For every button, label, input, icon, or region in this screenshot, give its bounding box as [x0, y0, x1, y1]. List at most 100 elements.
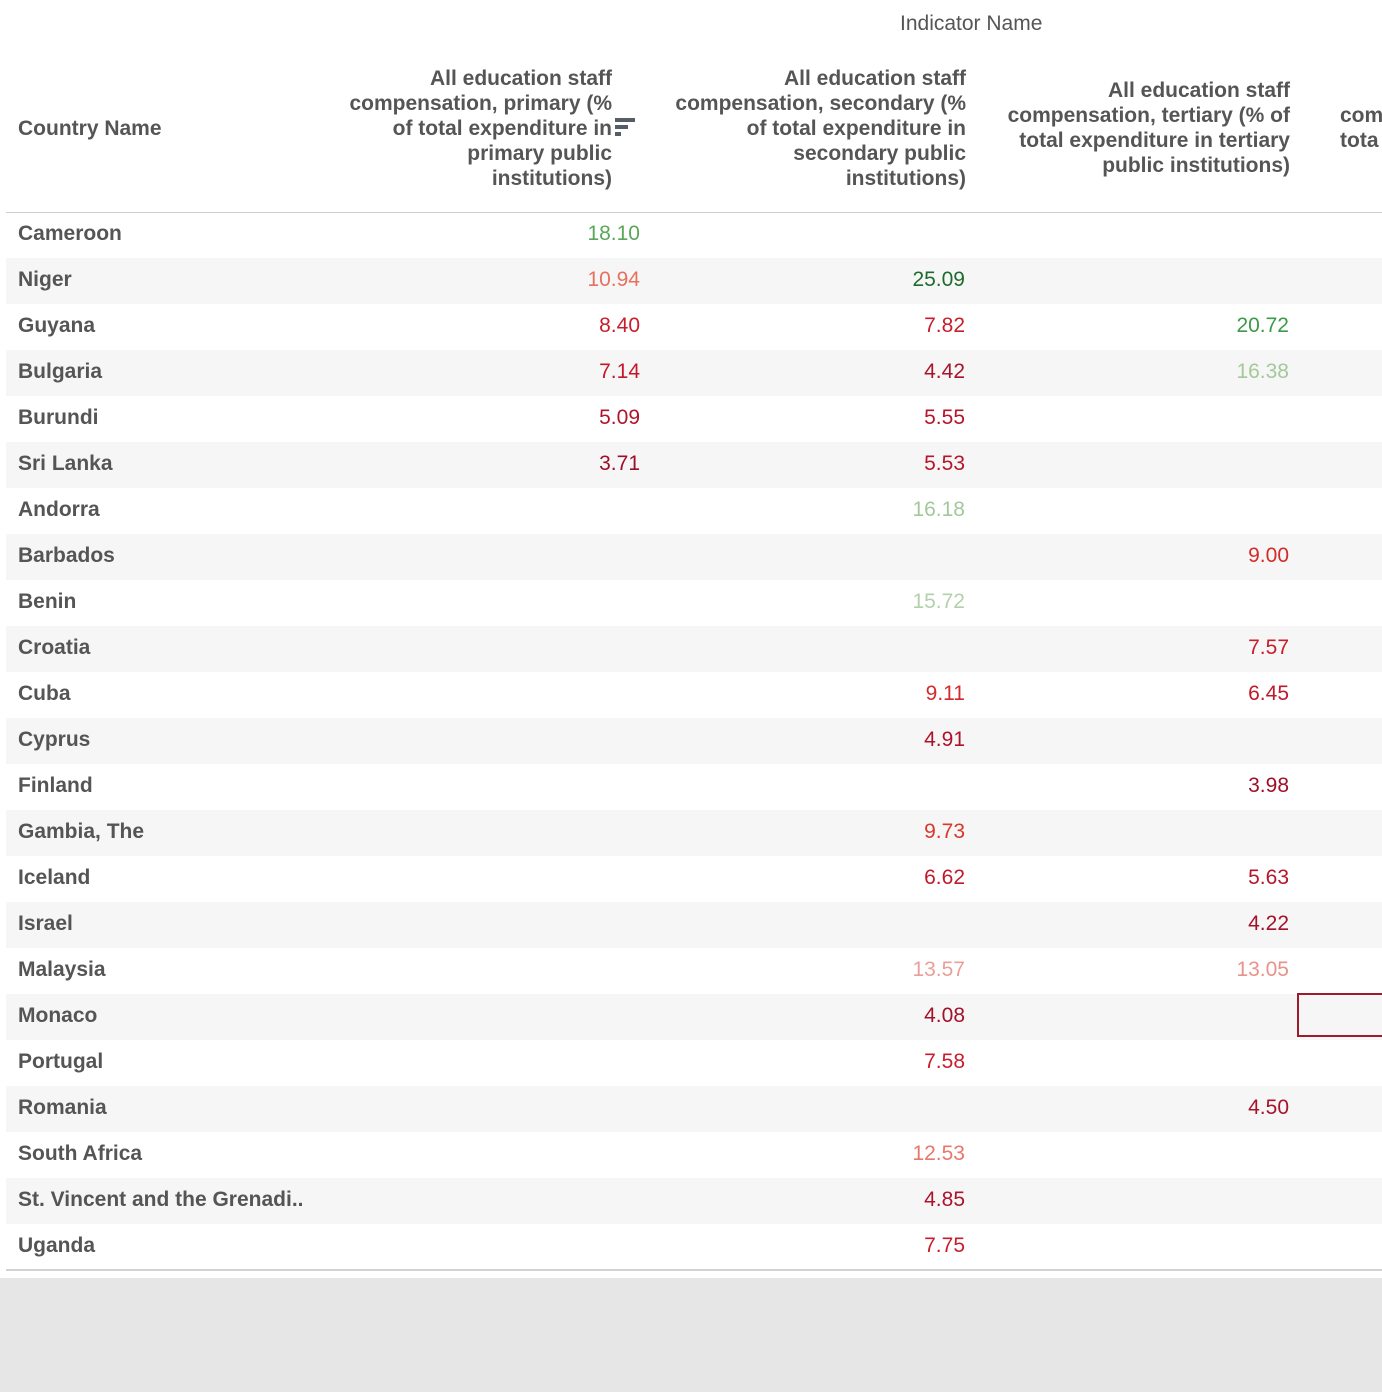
country-name: Monaco — [18, 1004, 98, 1027]
selected-cell-outline[interactable] — [1297, 993, 1382, 1037]
country-name: Barbados — [18, 544, 115, 567]
table-row[interactable]: Israel 4.22 — [6, 902, 1382, 948]
column-header-line: public institutions) — [1102, 154, 1290, 177]
country-name: Cyprus — [18, 728, 91, 751]
value-cell[interactable]: 4.85 — [924, 1188, 965, 1211]
table-row[interactable]: Benin 15.72 — [6, 580, 1382, 626]
table-row[interactable]: Croatia 7.57 — [6, 626, 1382, 672]
country-name: Cuba — [18, 682, 71, 705]
table-row[interactable]: Uganda 7.75 — [6, 1224, 1382, 1270]
country-name: Cameroon — [18, 222, 122, 245]
value-cell[interactable]: 16.38 — [1236, 360, 1289, 383]
value-cell[interactable]: 9.73 — [924, 820, 965, 843]
column-header-line: All education staff — [1107, 79, 1290, 102]
column-header-primary[interactable]: All education staff compensation, primary… — [300, 66, 612, 191]
table-row[interactable]: Niger 10.94 25.09 — [6, 258, 1382, 304]
value-cell[interactable]: 4.22 — [1248, 912, 1289, 935]
column-header-line: primary public — [467, 142, 612, 165]
column-header-line: of total expenditure in — [746, 117, 966, 140]
table-row[interactable]: Burundi 5.09 5.55 — [6, 396, 1382, 442]
column-header-line: All education staff — [783, 67, 966, 90]
value-cell[interactable]: 7.14 — [599, 360, 640, 383]
value-cell[interactable]: 13.57 — [912, 958, 965, 981]
value-cell[interactable]: 8.40 — [599, 314, 640, 337]
value-cell[interactable]: 16.18 — [912, 498, 965, 521]
column-header-line: com — [1340, 104, 1382, 127]
column-header-line: institutions) — [845, 167, 966, 190]
table-row[interactable]: Guyana 8.40 7.82 20.72 — [6, 304, 1382, 350]
column-group-title: Indicator Name — [900, 12, 1043, 35]
table-row[interactable]: St. Vincent and the Grenadi.. 4.85 — [6, 1178, 1382, 1224]
value-cell[interactable]: 25.09 — [912, 268, 965, 291]
column-header-secondary[interactable]: All education staff compensation, seconda… — [640, 66, 966, 191]
value-cell[interactable]: 18.10 — [587, 222, 640, 245]
table-row[interactable]: South Africa 12.53 — [6, 1132, 1382, 1178]
country-name: Sri Lanka — [18, 452, 113, 475]
value-cell[interactable]: 5.53 — [924, 452, 965, 475]
column-header-partial[interactable]: com tota — [1340, 103, 1382, 153]
table-row[interactable]: Bulgaria 7.14 4.42 16.38 — [6, 350, 1382, 396]
country-name: Croatia — [18, 636, 91, 659]
value-cell[interactable]: 6.62 — [924, 866, 965, 889]
table-body: Cameroon 18.10 Niger 10.94 25.09 Guyana 8.40 7.… — [6, 212, 1382, 1270]
country-name: Portugal — [18, 1050, 104, 1073]
value-cell[interactable]: 3.98 — [1248, 774, 1289, 797]
value-cell[interactable]: 5.09 — [599, 406, 640, 429]
country-name: Uganda — [18, 1234, 96, 1257]
table-row[interactable]: Monaco 4.08 — [6, 994, 1382, 1040]
value-cell[interactable]: 5.55 — [924, 406, 965, 429]
value-cell[interactable]: 7.82 — [924, 314, 965, 337]
value-cell[interactable]: 4.42 — [924, 360, 965, 383]
country-name: Romania — [18, 1096, 107, 1119]
column-header-line: compensation, primary (% — [349, 92, 612, 115]
country-name: Finland — [18, 774, 93, 797]
country-name: St. Vincent and the Grenadi.. — [18, 1188, 304, 1211]
table-row[interactable]: Barbados 9.00 — [6, 534, 1382, 580]
table-row[interactable]: Cyprus 4.91 — [6, 718, 1382, 764]
country-name: Niger — [18, 268, 72, 291]
column-header-line: All education staff — [429, 67, 612, 90]
table-row[interactable]: Andorra 16.18 — [6, 488, 1382, 534]
column-header-line: of total expenditure in — [392, 117, 612, 140]
table-row[interactable]: Malaysia 13.57 13.05 — [6, 948, 1382, 994]
table-row[interactable]: Sri Lanka 3.71 5.53 — [6, 442, 1382, 488]
column-header-line: tota — [1340, 129, 1379, 152]
table-row[interactable]: Romania 4.50 — [6, 1086, 1382, 1132]
value-cell[interactable]: 20.72 — [1236, 314, 1289, 337]
table-row[interactable]: Portugal 7.58 — [6, 1040, 1382, 1086]
value-cell[interactable]: 10.94 — [587, 268, 640, 291]
table-row[interactable]: Iceland 6.62 5.63 — [6, 856, 1382, 902]
column-header-line: secondary public — [793, 142, 966, 165]
value-cell[interactable]: 7.75 — [924, 1234, 965, 1257]
crosstab-view: Indicator Name Country Name All educatio… — [0, 0, 1382, 1278]
country-name: South Africa — [18, 1142, 143, 1165]
table-row[interactable]: Finland 3.98 — [6, 764, 1382, 810]
value-cell[interactable]: 3.71 — [599, 452, 640, 475]
value-cell[interactable]: 7.58 — [924, 1050, 965, 1073]
value-cell[interactable]: 12.53 — [912, 1142, 965, 1165]
table-bottom-divider — [6, 1269, 1382, 1271]
column-header-tertiary[interactable]: All education staff compensation, tertiar… — [975, 78, 1290, 178]
value-cell[interactable]: 5.63 — [1248, 866, 1289, 889]
value-cell[interactable]: 4.91 — [924, 728, 965, 751]
table-row[interactable]: Gambia, The 9.73 — [6, 810, 1382, 856]
sort-descending-icon[interactable] — [615, 118, 635, 138]
value-cell[interactable]: 13.05 — [1236, 958, 1289, 981]
value-cell[interactable]: 4.50 — [1248, 1096, 1289, 1119]
column-header-line: compensation, secondary (% — [675, 92, 966, 115]
header-divider — [6, 212, 1382, 213]
value-cell[interactable]: 6.45 — [1248, 682, 1289, 705]
country-name: Andorra — [18, 498, 100, 521]
country-name: Burundi — [18, 406, 99, 429]
value-cell[interactable]: 15.72 — [912, 590, 965, 613]
table-row[interactable]: Cameroon 18.10 — [6, 212, 1382, 258]
value-cell[interactable]: 4.08 — [924, 1004, 965, 1027]
country-name: Iceland — [18, 866, 91, 889]
country-name: Israel — [18, 912, 73, 935]
table-row[interactable]: Cuba 9.11 6.45 — [6, 672, 1382, 718]
value-cell[interactable]: 9.11 — [925, 682, 965, 705]
value-cell[interactable]: 9.00 — [1248, 544, 1289, 567]
row-header-country-name[interactable]: Country Name — [18, 117, 162, 140]
value-cell[interactable]: 7.57 — [1248, 636, 1289, 659]
country-name: Bulgaria — [18, 360, 103, 383]
